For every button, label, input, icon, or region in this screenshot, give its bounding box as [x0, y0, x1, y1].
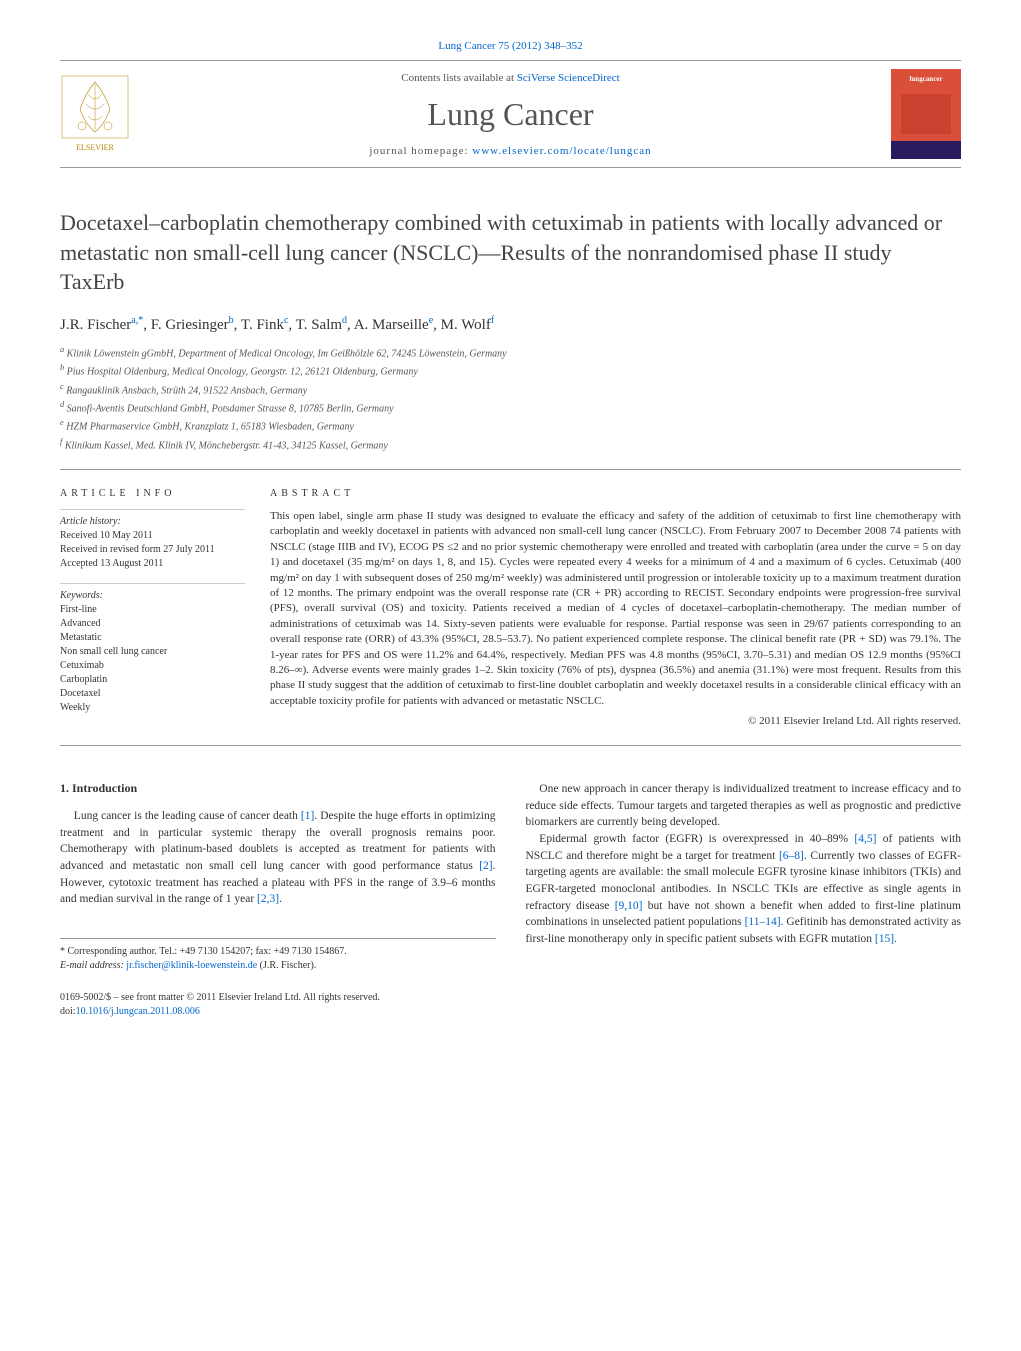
- keywords-heading: Keywords:: [60, 583, 245, 601]
- corresponding-author: * Corresponding author. Tel.: +49 7130 1…: [60, 938, 496, 973]
- ref-2[interactable]: [2]: [479, 860, 492, 872]
- author: T. Finkc: [241, 317, 289, 333]
- corr-email-link[interactable]: jr.fischer@klinik-loewenstein.de: [126, 960, 257, 971]
- author-affil-sup: f: [491, 315, 494, 326]
- author-affil-sup: c: [284, 315, 288, 326]
- elsevier-logo: ELSEVIER: [60, 74, 130, 154]
- affiliation-line: a Klinik Löwenstein gGmbH, Department of…: [60, 344, 961, 361]
- affiliation-line: d Sanofi-Aventis Deutschland GmbH, Potsd…: [60, 399, 961, 416]
- section-heading-intro: 1. Introduction: [60, 781, 496, 796]
- history-line: Received 10 May 2011: [60, 529, 245, 543]
- abstract-block: ABSTRACT This open label, single arm pha…: [270, 488, 961, 727]
- journal-name: Lung Cancer: [150, 96, 871, 133]
- journal-homepage: journal homepage: www.elsevier.com/locat…: [150, 145, 871, 157]
- ref-4-5[interactable]: [4,5]: [854, 833, 876, 845]
- journal-cover-thumbnail: lungcancer: [891, 69, 961, 159]
- abstract-copyright: © 2011 Elsevier Ireland Ltd. All rights …: [270, 715, 961, 727]
- intro-paragraph-2: One new approach in cancer therapy is in…: [526, 781, 962, 831]
- svg-text:ELSEVIER: ELSEVIER: [76, 143, 114, 152]
- author-affil-sup: e: [429, 315, 433, 326]
- affiliation-line: c Rangauklinik Ansbach, Strüth 24, 91522…: [60, 381, 961, 398]
- history-line: Accepted 13 August 2011: [60, 557, 245, 571]
- article-title: Docetaxel–carboplatin chemotherapy combi…: [60, 208, 961, 297]
- corr-email-label: E-mail address:: [60, 960, 126, 971]
- author: M. Wolff: [441, 317, 495, 333]
- keyword: Cetuximab: [60, 659, 245, 673]
- corr-email-suffix: (J.R. Fischer).: [257, 960, 316, 971]
- body-columns: 1. Introduction Lung cancer is the leadi…: [60, 781, 961, 1019]
- ref-2-3[interactable]: [2,3]: [257, 893, 279, 905]
- author: T. Salmd: [296, 317, 347, 333]
- journal-header-bar: ELSEVIER Contents lists available at Sci…: [60, 60, 961, 168]
- journal-homepage-link[interactable]: www.elsevier.com/locate/lungcan: [472, 145, 651, 157]
- ref-15[interactable]: [15]: [875, 933, 894, 945]
- affiliation-line: b Pius Hospital Oldenburg, Medical Oncol…: [60, 362, 961, 379]
- keyword: Docetaxel: [60, 687, 245, 701]
- contents-available: Contents lists available at SciVerse Sci…: [150, 72, 871, 84]
- ref-11-14[interactable]: [11–14]: [745, 916, 781, 928]
- keyword: Metastatic: [60, 631, 245, 645]
- sciencedirect-link[interactable]: SciVerse ScienceDirect: [517, 72, 620, 84]
- keyword: Carboplatin: [60, 673, 245, 687]
- author: F. Griesingerb: [151, 317, 234, 333]
- doi-link[interactable]: 10.1016/j.lungcan.2011.08.006: [76, 1006, 200, 1017]
- author-affil-sup: b: [229, 315, 234, 326]
- keyword: Non small cell lung cancer: [60, 645, 245, 659]
- ref-6-8[interactable]: [6–8]: [779, 850, 804, 862]
- author: J.R. Fischera,*: [60, 317, 143, 333]
- author-affil-sup: d: [342, 315, 347, 326]
- keyword: Advanced: [60, 617, 245, 631]
- ref-9-10[interactable]: [9,10]: [615, 900, 643, 912]
- author-affil-sup: a,*: [131, 315, 143, 326]
- article-info-sidebar: ARTICLE INFO Article history: Received 1…: [60, 488, 270, 727]
- intro-paragraph-3: Epidermal growth factor (EGFR) is overex…: [526, 831, 962, 948]
- history-line: Received in revised form 27 July 2011: [60, 543, 245, 557]
- ref-1[interactable]: [1]: [301, 810, 314, 822]
- intro-paragraph-1: Lung cancer is the leading cause of canc…: [60, 808, 496, 908]
- author-list: J.R. Fischera,*, F. Griesingerb, T. Fink…: [60, 315, 961, 334]
- author: A. Marseillee: [354, 317, 433, 333]
- corr-tel-fax: * Corresponding author. Tel.: +49 7130 1…: [60, 945, 496, 959]
- affiliation-line: f Klinikum Kassel, Med. Klinik IV, Mönch…: [60, 436, 961, 453]
- abstract-text: This open label, single arm phase II stu…: [270, 509, 961, 709]
- footer-copyright: 0169-5002/$ – see front matter © 2011 El…: [60, 991, 496, 1019]
- affiliation-line: e HZM Pharmaservice GmbH, Kranzplatz 1, …: [60, 417, 961, 434]
- body-col-right: One new approach in cancer therapy is in…: [526, 781, 962, 1019]
- svg-text:lungcancer: lungcancer: [909, 75, 942, 83]
- abstract-heading: ABSTRACT: [270, 488, 961, 499]
- body-col-left: 1. Introduction Lung cancer is the leadi…: [60, 781, 496, 1019]
- journal-citation: Lung Cancer 75 (2012) 348–352: [60, 40, 961, 52]
- affiliations: a Klinik Löwenstein gGmbH, Department of…: [60, 344, 961, 470]
- article-info-heading: ARTICLE INFO: [60, 488, 245, 499]
- keyword: First-line: [60, 603, 245, 617]
- keyword: Weekly: [60, 701, 245, 715]
- history-heading: Article history:: [60, 509, 245, 527]
